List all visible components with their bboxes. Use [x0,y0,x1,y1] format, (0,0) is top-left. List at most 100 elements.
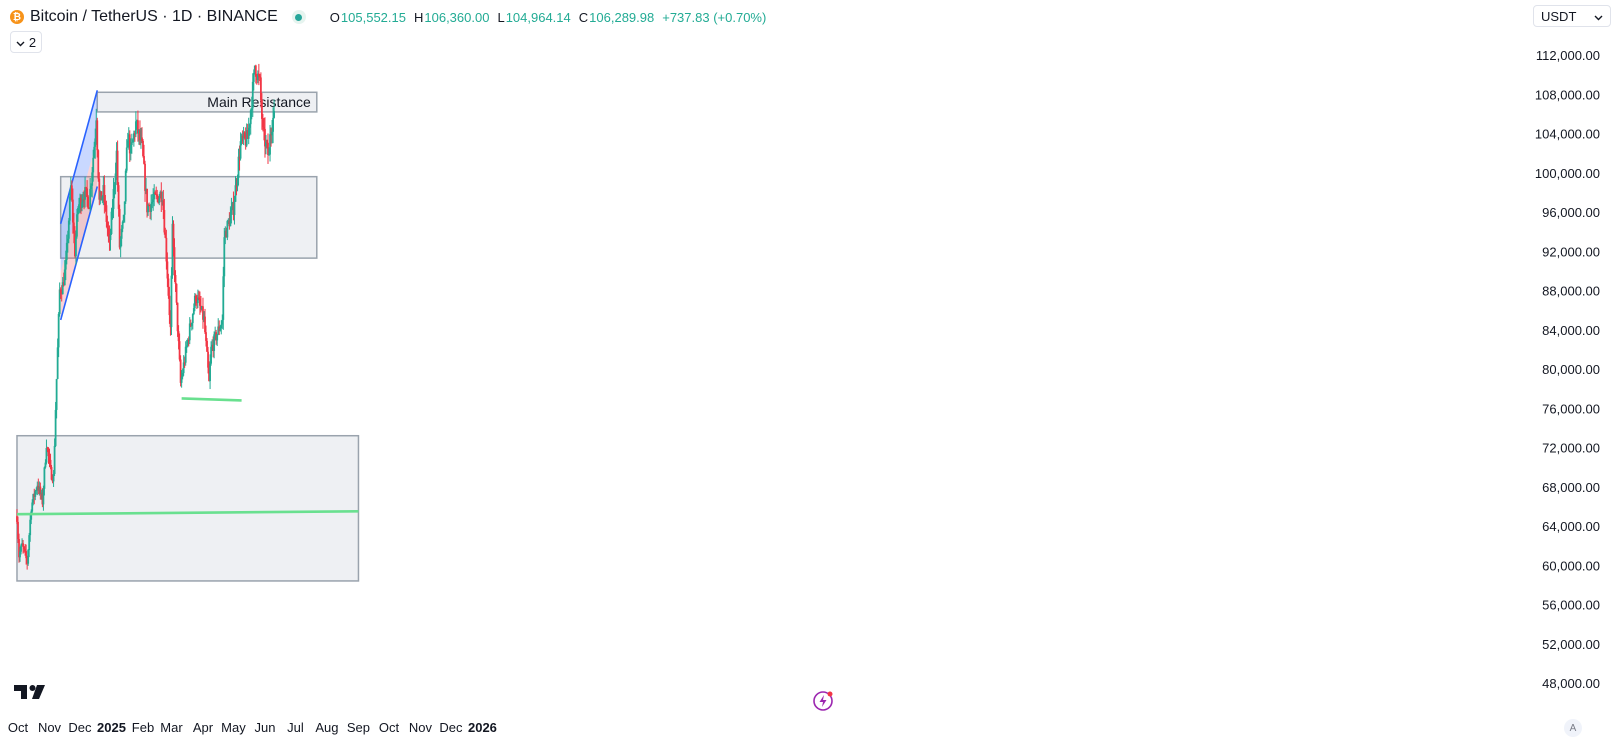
y-tick-label: 104,000.00 [1535,127,1600,142]
candle-body [243,132,246,138]
y-tick-label: 68,000.00 [1542,480,1600,495]
candle-body [41,492,44,505]
x-tick-label: May [221,720,246,735]
candle-body [181,373,184,378]
market-status-icon[interactable] [291,10,306,24]
candle-body [226,221,229,238]
candle-body [218,326,221,331]
candle-body [111,209,114,212]
y-tick-label: 72,000.00 [1542,441,1600,456]
candle-body [159,191,162,198]
candle-body [48,456,51,460]
candle-body [115,150,118,174]
lower-zone [16,434,360,582]
tradingview-logo-icon[interactable] [14,684,46,705]
candle-body [270,134,272,136]
candle-body [38,486,41,491]
y-tick-label: 108,000.00 [1535,87,1600,102]
candle-body [257,73,260,77]
candle-body [224,230,227,238]
y-tick-label: 64,000.00 [1542,519,1600,534]
candle-body [17,521,19,540]
x-tick-label: Dec [68,720,92,735]
candle-body [213,334,216,351]
candle-body [195,301,198,304]
lightning-snapshot-icon[interactable] [812,690,834,717]
candle-body [204,316,206,333]
candle-body [55,378,58,410]
candle-body [193,295,196,309]
candle-body [116,150,119,186]
auto-scale-button[interactable]: A [1564,719,1582,737]
candle-body [100,191,103,201]
candle-body [83,199,85,201]
symbol-header[interactable]: ₿ Bitcoin / TetherUS · 1D · BINANCE O 105… [10,6,766,28]
candle-body [259,77,262,100]
candle-body [165,237,168,262]
candle-body [32,494,35,503]
candle-body [22,543,24,547]
candle-body [26,558,29,564]
chevron-down-icon [1594,9,1603,24]
candle-body [67,220,70,239]
candle-body [229,214,232,227]
candle-body [267,142,269,155]
candle-body [90,185,93,189]
candle-body [63,269,66,286]
channel-layer [59,90,99,321]
candle-body [70,185,73,200]
candle-body [140,137,142,141]
candle-body [196,297,199,304]
candle-body [54,409,57,446]
x-tick-label: Oct [379,720,400,735]
candle-body [61,282,64,295]
y-tick-label: 92,000.00 [1542,244,1600,259]
indicators-toggle-button[interactable]: 2 [10,31,42,53]
candle-body [46,447,49,449]
candle-body [72,222,75,234]
zones-layer: Main Resistance [16,91,360,582]
candle-body [30,511,33,520]
candle-body [143,156,145,164]
candle-body [133,133,136,135]
candle-body [80,197,82,208]
candle-body [49,459,52,468]
candle-body [57,313,60,348]
candle-body [35,490,38,492]
candle-body [103,185,106,203]
candle-body [113,184,116,189]
candle-body [92,157,95,173]
symbol-title[interactable]: Bitcoin / TetherUS · 1D · BINANCE [30,8,278,25]
y-tick-label: 52,000.00 [1542,637,1600,652]
candle-body [105,205,108,222]
candle-body [23,546,25,549]
y-tick-label: 88,000.00 [1542,284,1600,299]
candle-body [161,200,164,202]
candle-body [52,473,55,482]
candle-body [166,261,169,279]
candle-body [170,275,173,328]
candle-body [124,170,127,202]
channel-lower-line [59,186,99,321]
candle-body [62,282,65,286]
candle-body [36,485,39,491]
candle-body [168,295,171,316]
candle-body [153,192,156,200]
candle-body [94,138,97,147]
candle-body [199,298,201,306]
y-axis[interactable]: 112,000.00 108,000.00 104,000.00 100,000.00… [1535,48,1600,691]
candle-body [84,187,86,200]
currency-select[interactable]: USDT [1533,5,1611,27]
x-tick-label: Sep [347,720,370,735]
candle-body [269,134,271,155]
candle-body [190,323,193,326]
candle-body [136,120,138,122]
x-tick-label: Jun [254,720,275,735]
x-axis[interactable]: Oct Nov Dec 2025 Feb Mar Apr May Jun Jul Aug Sep Oct… [8,720,497,735]
candle-body [127,134,130,141]
y-tick-label: 84,000.00 [1542,323,1600,338]
candle-body [121,221,124,229]
candle-body [186,339,189,346]
candle-body [64,259,67,270]
